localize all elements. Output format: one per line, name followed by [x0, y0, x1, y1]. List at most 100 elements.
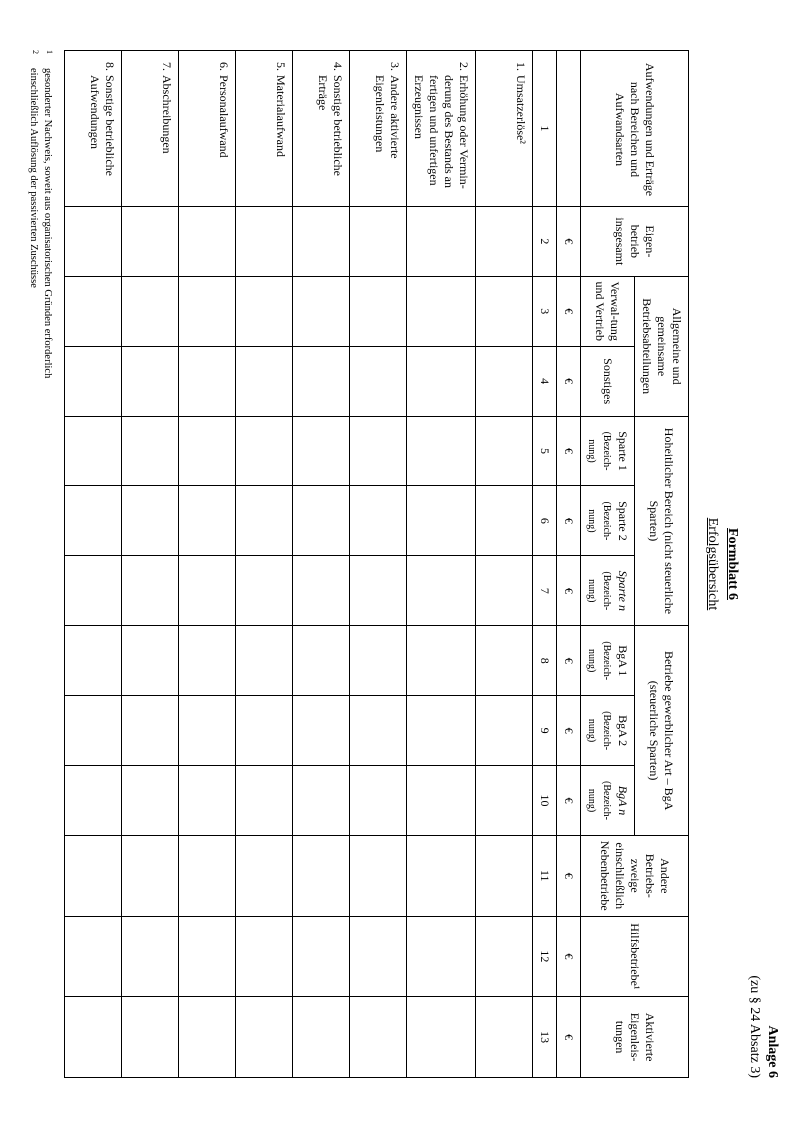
col5-label: Sparte 1 [616, 431, 630, 471]
footnote-mark: 1 [40, 50, 54, 60]
col10-header: BgA n (Bezeich-nung) [580, 766, 634, 836]
cell [121, 486, 178, 556]
colnum-c13: 13 [532, 997, 556, 1078]
cell [178, 997, 235, 1078]
cell [64, 276, 121, 346]
cell [64, 626, 121, 696]
colnum-c9: 9 [532, 696, 556, 766]
row-num: 3. [387, 57, 402, 71]
cell [349, 626, 406, 696]
cell [235, 835, 292, 916]
landscape-content: Anlage 6 (zu § 24 Absatz 3) Formblatt 6 … [0, 0, 811, 1128]
cell [406, 276, 475, 346]
footnote-2: 2 einschließlich Auflösung der passivier… [27, 50, 41, 1078]
col11-header: Andere Betriebs-zweige einschließlich Ne… [580, 835, 688, 916]
col9-label: BgA 2 [616, 715, 630, 746]
cell [475, 556, 532, 626]
col12-header: Hilfsbetriebe¹ [580, 916, 688, 997]
col3-header: Verwal-tung und Vertrieb [580, 276, 634, 346]
cell [475, 835, 532, 916]
cell [475, 696, 532, 766]
cell [406, 346, 475, 416]
row-num: 8. [102, 57, 117, 71]
cell [475, 766, 532, 836]
row-text: Abschreibungen [159, 75, 174, 202]
colnum-c7: 7 [532, 556, 556, 626]
group-allgemeine-header: Allgemeine und gemeinsame Betriebsabteil… [634, 276, 688, 416]
col9-header: BgA 2 (Bezeich-nung) [580, 696, 634, 766]
cell [64, 835, 121, 916]
row-num: 2. [456, 57, 471, 71]
euro-c10: € [556, 766, 580, 836]
cell [64, 486, 121, 556]
cell [349, 696, 406, 766]
page: Anlage 6 (zu § 24 Absatz 3) Formblatt 6 … [0, 0, 811, 1128]
row-text: Sonstige betriebliche Aufwendungen [87, 75, 117, 202]
row-num: 7. [159, 57, 174, 71]
euro-c8: € [556, 626, 580, 696]
cell [178, 346, 235, 416]
col7-header: Sparte n (Bezeich-nung) [580, 556, 634, 626]
col10-sub: (Bezeich-nung) [586, 781, 612, 820]
cell [292, 626, 349, 696]
cell [178, 626, 235, 696]
col5-sub: (Bezeich-nung) [586, 432, 612, 471]
cell [178, 696, 235, 766]
cell [349, 916, 406, 997]
col9-sub: (Bezeich-nung) [586, 711, 612, 750]
euro-c3: € [556, 276, 580, 346]
cell [235, 416, 292, 486]
cell [475, 626, 532, 696]
colnum-c6: 6 [532, 486, 556, 556]
col6-sub: (Bezeich-nung) [586, 501, 612, 540]
colnum-c3: 3 [532, 276, 556, 346]
cell [121, 346, 178, 416]
row-num: 5. [273, 57, 288, 71]
euro-c4: € [556, 346, 580, 416]
cell [64, 416, 121, 486]
col8-label: BgA 1 [616, 645, 630, 676]
row-label: 7. Abschreibungen [121, 51, 178, 207]
cell [121, 416, 178, 486]
cell [64, 206, 121, 276]
cell [121, 997, 178, 1078]
euro-c6: € [556, 486, 580, 556]
euro-c5: € [556, 416, 580, 486]
col10-label: BgA n [616, 786, 630, 815]
cell [121, 206, 178, 276]
cell [406, 916, 475, 997]
row-label: 5. Materialaufwand [235, 51, 292, 207]
cell [292, 916, 349, 997]
row-text: Andere aktivierte Eigenleistungen [372, 75, 402, 202]
euro-c13: € [556, 997, 580, 1078]
row-label: 3. Andere aktivierte Eigenleistungen [349, 51, 406, 207]
euro-c7: € [556, 556, 580, 626]
cell [64, 346, 121, 416]
cell [235, 626, 292, 696]
row-label: 2. Erhöhung oder Vermin-derung des Besta… [406, 51, 475, 207]
cell [292, 276, 349, 346]
col6-label: Sparte 2 [616, 501, 630, 541]
row-num: 4. [330, 57, 345, 71]
cell [475, 206, 532, 276]
cell [475, 997, 532, 1078]
col7-label: Sparte n [616, 571, 630, 611]
cell [475, 276, 532, 346]
erfolgsuebersicht-table: Aufwendungen und Erträge nach Bereichen … [64, 50, 689, 1078]
cell [64, 696, 121, 766]
cell [406, 416, 475, 486]
cell [292, 766, 349, 836]
cell [475, 486, 532, 556]
euro-c12: € [556, 916, 580, 997]
col4-header: Sonstiges [580, 346, 634, 416]
colnum-c5: 5 [532, 416, 556, 486]
cell [349, 835, 406, 916]
cell [349, 416, 406, 486]
cell [178, 486, 235, 556]
cell [292, 835, 349, 916]
cell [349, 997, 406, 1078]
footnote-mark: 2 [27, 50, 41, 60]
euro-c9: € [556, 696, 580, 766]
title-block: Formblatt 6 Erfolgsübersicht [703, 50, 742, 1078]
row-text: Umsatzerlöse² [513, 75, 528, 202]
